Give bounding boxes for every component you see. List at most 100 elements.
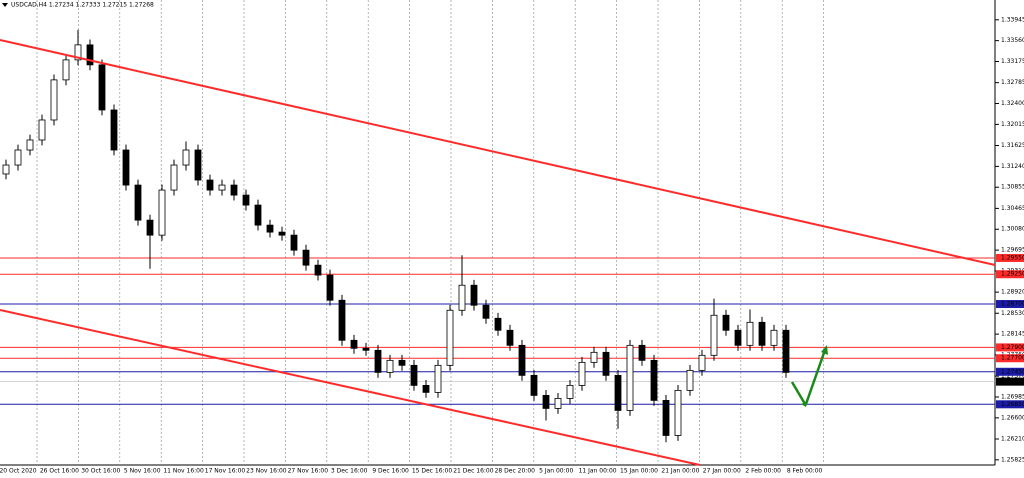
candle-body xyxy=(458,284,466,311)
candle-body xyxy=(110,109,118,151)
x-tick-label: 8 Feb 00:00 xyxy=(787,468,823,475)
candle-body xyxy=(782,329,790,373)
candle-body xyxy=(98,64,106,111)
candle-body xyxy=(290,234,298,251)
x-tick-label: 5 Jan 00:00 xyxy=(539,468,573,475)
candle-body xyxy=(362,347,370,351)
candle-body xyxy=(734,329,742,346)
candle-body xyxy=(590,351,598,363)
candle-body xyxy=(758,321,766,346)
x-tick-label: 17 Nov 16:00 xyxy=(205,468,246,475)
y-tick-label: 1.31625 xyxy=(1001,142,1024,149)
candle-body xyxy=(146,219,154,236)
arrow xyxy=(790,381,807,405)
y-tick-label: 1.26600 xyxy=(1001,414,1024,421)
x-tick-label: 5 Nov 16:00 xyxy=(124,468,161,475)
candle-body xyxy=(698,354,706,371)
candle-body xyxy=(86,44,94,66)
candle-body xyxy=(554,397,562,409)
x-tick-label: 9 Dec 16:00 xyxy=(372,468,409,475)
level-tag xyxy=(996,400,1024,409)
x-tick-label: 15 Dec 16:00 xyxy=(412,468,453,475)
x-tick-label: 2 Feb 00:00 xyxy=(745,468,781,475)
x-tick-label: 27 Nov 16:00 xyxy=(288,468,329,475)
chart-title: USDCAD,H4 1.27234 1.27333 1.27215 1.2726… xyxy=(11,2,154,9)
candle-body xyxy=(26,139,34,151)
y-tick-label: 1.30080 xyxy=(1001,226,1024,233)
y-tick-label: 1.31240 xyxy=(1001,163,1024,170)
candle-body xyxy=(206,179,214,191)
x-tick-label: 21 Dec 16:00 xyxy=(453,468,494,475)
candle-body xyxy=(326,274,334,301)
candle-body xyxy=(38,119,46,141)
candle-body xyxy=(578,361,586,386)
level-label: 1.26850 xyxy=(1001,401,1024,408)
candle-body xyxy=(62,59,70,81)
candle-body xyxy=(230,184,238,196)
candle-body xyxy=(14,149,22,166)
candle-body xyxy=(530,374,538,396)
x-tick-label: 26 Oct 16:00 xyxy=(40,468,79,475)
level-label: 1.27700 xyxy=(1001,355,1024,362)
y-tick-label: 1.32400 xyxy=(1001,100,1024,107)
candle-body xyxy=(542,395,550,409)
candle-body xyxy=(602,351,610,376)
candle-body xyxy=(566,384,574,399)
candle-body xyxy=(350,339,358,349)
candle-body xyxy=(374,349,382,373)
y-tick-label: 1.32785 xyxy=(1001,79,1024,86)
candle-body xyxy=(134,184,142,221)
candle-body xyxy=(158,189,166,236)
x-tick-label: 28 Dec 20:00 xyxy=(495,468,536,475)
level-label: 1.28700 xyxy=(1001,301,1024,308)
candle-body xyxy=(446,309,454,366)
candle-body xyxy=(674,389,682,436)
y-tick-label: 1.29695 xyxy=(1001,247,1024,254)
price-tag xyxy=(996,377,1024,386)
trend-line xyxy=(0,309,701,466)
level-tag xyxy=(996,367,1024,376)
candle-body xyxy=(194,149,202,181)
candle-body xyxy=(410,364,418,386)
y-tick-label: 1.32015 xyxy=(1001,121,1024,128)
candle-body xyxy=(650,359,658,401)
y-tick-label: 1.28530 xyxy=(1001,310,1024,317)
candle-body xyxy=(422,384,430,393)
arrow xyxy=(804,349,827,405)
candle-body xyxy=(182,149,190,166)
x-tick-label: 27 Jan 00:00 xyxy=(703,468,741,475)
level-tag xyxy=(996,300,1024,309)
level-tag xyxy=(996,354,1024,363)
level-tag xyxy=(996,343,1024,352)
candle-body xyxy=(686,369,694,391)
x-tick-label: 20 Oct 2020 xyxy=(0,468,37,475)
x-tick-label: 23 Nov 16:00 xyxy=(246,468,287,475)
candle-body xyxy=(242,194,250,206)
candle-body xyxy=(470,284,478,306)
forecast-arrows xyxy=(790,345,828,407)
candle-body xyxy=(722,314,730,331)
candle-body xyxy=(518,344,526,376)
candle-body xyxy=(626,344,634,411)
candle-body xyxy=(482,304,490,319)
candle-body xyxy=(50,79,58,121)
candle-body xyxy=(314,264,322,276)
y-tick-label: 1.26985 xyxy=(1001,393,1024,400)
level-label: 1.29250 xyxy=(1001,271,1024,278)
y-tick-label: 1.33945 xyxy=(1001,16,1024,23)
y-tick-label: 1.30855 xyxy=(1001,184,1024,191)
x-tick-label: 3 Dec 16:00 xyxy=(331,468,368,475)
y-tick-label: 1.28920 xyxy=(1001,289,1024,296)
arrow-head xyxy=(821,345,828,355)
candle-body xyxy=(662,399,670,436)
candle-body xyxy=(218,184,226,191)
candle-body xyxy=(254,204,262,226)
menu-icon[interactable] xyxy=(2,3,8,7)
x-tick-label: 21 Jan 00:00 xyxy=(661,468,699,475)
candle-body xyxy=(278,231,286,236)
y-tick-label: 1.27370 xyxy=(1001,373,1024,380)
candle-body xyxy=(506,329,514,346)
candle-body xyxy=(638,344,646,361)
price-label: 1.27268 xyxy=(1001,378,1024,385)
